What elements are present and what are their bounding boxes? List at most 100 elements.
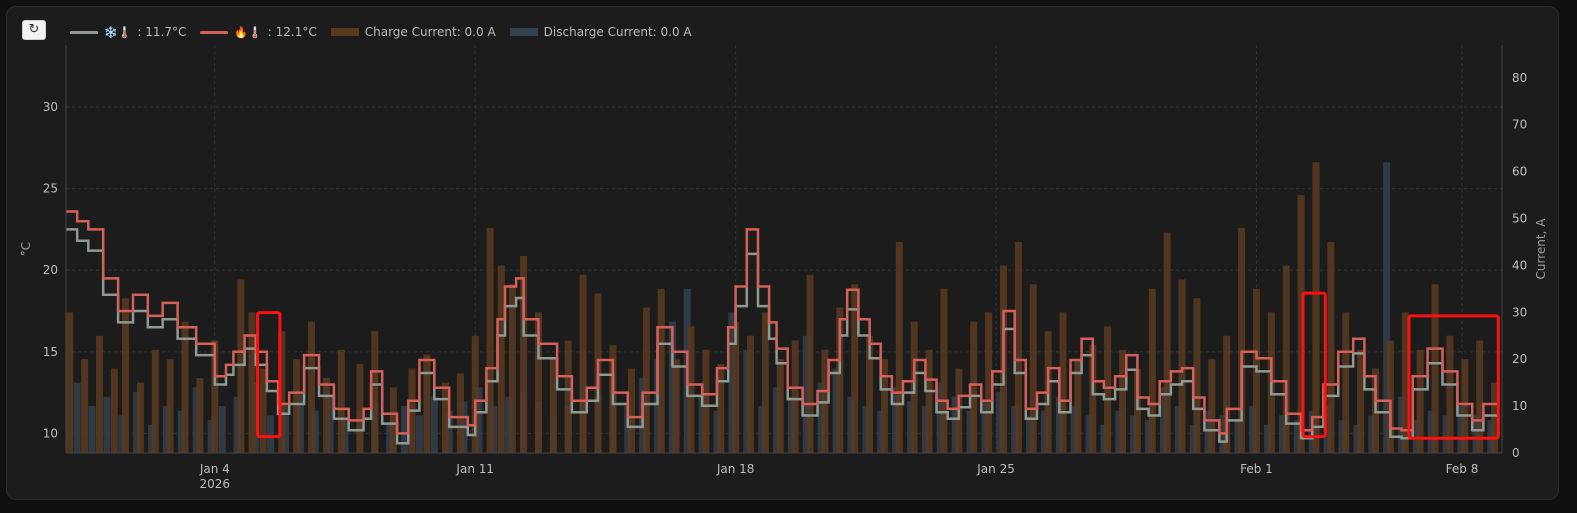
charge-bar xyxy=(1193,298,1201,453)
charge-bar xyxy=(1208,359,1216,453)
discharge-bar xyxy=(1145,420,1153,453)
charge-bar xyxy=(181,321,189,453)
charge-bar xyxy=(166,359,174,453)
discharge-bar xyxy=(326,396,334,453)
charge-bar xyxy=(1119,349,1127,453)
charge-bar xyxy=(985,312,993,453)
charge-bar xyxy=(564,340,572,453)
y-axis-title: °C xyxy=(19,242,33,256)
discharge-bar xyxy=(430,396,438,453)
discharge-bar xyxy=(1085,415,1093,453)
discharge-bar xyxy=(1457,406,1465,453)
discharge-bar xyxy=(267,415,275,453)
discharge-bar xyxy=(787,396,795,453)
cold-temp-swatch xyxy=(70,30,98,34)
charge-bar xyxy=(151,349,159,453)
x-tick-sublabel: 2026 xyxy=(200,477,231,491)
charge-bar xyxy=(66,312,74,453)
x-tick-label: Jan 25 xyxy=(976,462,1015,476)
discharge-bar xyxy=(743,349,751,453)
charge-bar xyxy=(1178,279,1186,453)
charge-bar xyxy=(1133,368,1141,453)
charge-bar xyxy=(579,274,587,453)
discharge-bar xyxy=(1383,162,1391,453)
discharge-bar xyxy=(877,410,885,453)
charge-bar xyxy=(1282,265,1290,453)
discharge-bar xyxy=(1338,420,1346,453)
hot-temp-swatch xyxy=(200,30,229,34)
charge-bar xyxy=(196,377,204,453)
legend-item-charge-current[interactable]: Charge Current: 0.0 A xyxy=(330,25,496,39)
hot-temp-line xyxy=(66,210,1500,435)
discharge-bar xyxy=(1487,420,1495,453)
charge-bar xyxy=(940,288,948,453)
legend-item-discharge-current[interactable]: Discharge Current: 0.0 A xyxy=(509,25,692,39)
charge-bar xyxy=(81,359,89,453)
charge-bar xyxy=(322,377,330,453)
y-tick-label: 10 xyxy=(43,426,58,440)
snowflake-thermometer-icon: ❄️🌡️ xyxy=(104,25,132,39)
charge-bar xyxy=(497,265,505,453)
refresh-button[interactable]: ↻ xyxy=(22,20,46,40)
legend-item-hot-temp[interactable]: 🔥🌡️: 12.1°C xyxy=(200,25,317,39)
discharge-bar xyxy=(88,406,96,453)
charge-bar xyxy=(1029,284,1037,453)
y2-tick-label: 10 xyxy=(1512,399,1527,413)
charge-bar xyxy=(761,312,769,453)
temperature-lines-layer xyxy=(66,210,1500,445)
discharge-bar xyxy=(73,382,81,453)
charge-bar xyxy=(627,368,635,453)
discharge-bar xyxy=(281,406,289,453)
discharge-bar xyxy=(847,396,855,453)
discharge-bar xyxy=(906,401,914,453)
charge-bar xyxy=(308,321,316,453)
discharge-bar xyxy=(1398,396,1406,453)
charge-bar xyxy=(1148,288,1156,453)
x-tick-label: Jan 18 xyxy=(716,462,755,476)
charge-bar xyxy=(970,321,978,453)
discharge-bar xyxy=(951,396,959,453)
legend-item-cold-temp[interactable]: ❄️🌡️: 11.7°C xyxy=(70,25,186,39)
highlight-box xyxy=(1301,291,1327,439)
discharge-bar xyxy=(1353,424,1361,453)
y2-tick-label: 40 xyxy=(1512,258,1527,272)
charge-bar xyxy=(1461,359,1469,453)
charge-bar xyxy=(880,359,888,453)
discharge-bar xyxy=(148,424,156,453)
charge-bar xyxy=(895,241,903,453)
discharge-bar xyxy=(341,420,349,453)
charge-bar xyxy=(122,298,130,453)
y2-tick-label: 30 xyxy=(1512,305,1527,319)
highlight-box xyxy=(256,311,282,439)
discharge-bar xyxy=(311,410,319,453)
charge-bar xyxy=(672,359,680,453)
y2-tick-label: 70 xyxy=(1512,118,1527,132)
legend: ❄️🌡️: 11.7°C 🔥🌡️: 12.1°C Charge Current:… xyxy=(70,22,692,42)
discharge-bar xyxy=(1472,415,1480,453)
charge-bar xyxy=(1104,326,1112,453)
x-tick-label: Feb 8 xyxy=(1446,462,1479,476)
discharge-bar xyxy=(1174,406,1182,453)
charge-bar xyxy=(293,359,301,453)
discharge-bar xyxy=(1130,415,1138,453)
charge-bar xyxy=(1357,349,1365,453)
charge-bar xyxy=(866,335,874,453)
discharge-bar xyxy=(1323,406,1331,453)
discharge-bar xyxy=(415,415,423,453)
charge-bar xyxy=(1297,195,1305,453)
discharge-bar xyxy=(728,312,736,453)
discharge-bar xyxy=(966,410,974,453)
charge-bar xyxy=(836,307,844,453)
discharge-bar xyxy=(668,321,676,453)
charge-bar xyxy=(508,284,516,453)
discharge-bar xyxy=(1055,396,1063,453)
charge-bar xyxy=(1238,227,1246,453)
charge-bar xyxy=(356,363,364,453)
discharge-bar xyxy=(1234,420,1242,453)
charge-bar xyxy=(791,340,799,453)
y2-tick-label: 50 xyxy=(1512,212,1527,226)
y-tick-label: 30 xyxy=(43,100,58,114)
discharge-bar xyxy=(296,392,304,453)
discharge-bar xyxy=(475,387,483,453)
discharge-bar xyxy=(133,392,141,453)
